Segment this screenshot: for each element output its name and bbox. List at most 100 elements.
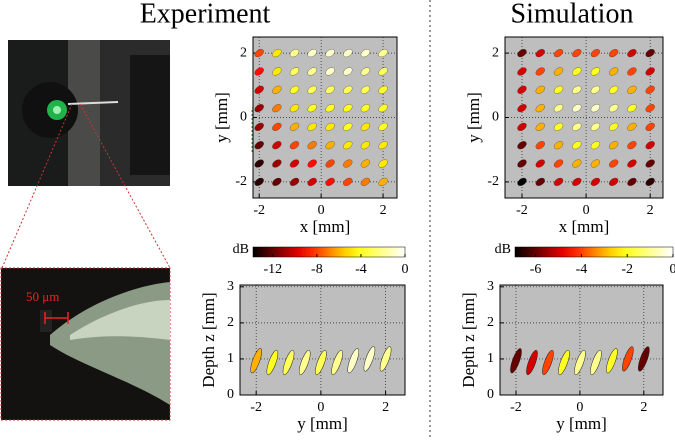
point — [517, 85, 527, 94]
point — [535, 141, 545, 150]
plot: -2 0 2 0 1 2 3 y [mm] Depth z [mm] -6 -4 -2 0 dB — [459, 242, 675, 433]
point — [590, 49, 601, 58]
scale-label: 50 μm — [26, 289, 59, 304]
point — [254, 141, 264, 150]
colorbar-tick-label: -4 — [576, 262, 588, 277]
plot: -2 0 2 0 1 2 3 y [mm] Depth z [mm] -12 -8 -4 0 dB — [199, 242, 409, 433]
plot-frame — [239, 284, 406, 396]
point — [325, 122, 335, 131]
point — [307, 159, 317, 168]
point — [590, 104, 601, 113]
point — [272, 141, 282, 150]
point — [307, 67, 317, 76]
point — [553, 49, 564, 58]
x-axis-label: y [mm] — [297, 414, 348, 433]
x-axis-label: x [mm] — [559, 217, 610, 236]
point — [590, 141, 601, 150]
point — [553, 122, 564, 131]
point — [627, 177, 637, 186]
photo-tip — [0, 267, 171, 421]
point — [553, 177, 564, 186]
point — [343, 159, 353, 168]
plots: -2 0 2 -2 0 2 x [mm] y [mm] -2 0 2 0 1 2 3 y [mm] Depth … — [199, 36, 675, 433]
x-tick-label: 0 — [318, 203, 325, 218]
x-tick-label: 2 — [647, 203, 654, 218]
point — [553, 104, 564, 113]
colorbar — [252, 246, 406, 258]
colorbar-tick-label: -12 — [263, 262, 282, 277]
point — [266, 350, 279, 376]
scale-bar — [44, 312, 69, 324]
point — [572, 104, 582, 113]
point — [343, 122, 353, 131]
plot-frame — [252, 36, 398, 199]
point — [627, 49, 637, 58]
point — [572, 67, 582, 76]
colorbar-tick-label: -2 — [621, 262, 633, 277]
point — [360, 85, 371, 94]
colorbar-tick-label: -6 — [530, 262, 542, 277]
point — [272, 159, 282, 168]
x-tick-label: 2 — [640, 400, 647, 415]
point — [307, 177, 317, 186]
y-tick-label: 0 — [492, 110, 499, 125]
point — [645, 49, 655, 58]
point — [572, 177, 582, 186]
point — [572, 85, 582, 94]
point — [378, 67, 388, 76]
point — [254, 159, 264, 168]
x-tick-label: 2 — [382, 400, 389, 415]
point — [590, 350, 602, 376]
x-tick-label: 0 — [583, 203, 590, 218]
point — [343, 49, 353, 58]
point — [590, 177, 601, 186]
point — [572, 49, 582, 58]
point — [590, 67, 601, 76]
point — [325, 177, 335, 186]
point — [325, 141, 335, 150]
point — [638, 346, 650, 372]
point — [378, 122, 388, 131]
point — [360, 177, 371, 186]
y-tick-label: 2 — [240, 45, 247, 60]
point — [378, 141, 388, 150]
point — [609, 122, 619, 131]
y-tick-label: 3 — [227, 279, 234, 294]
point — [645, 67, 655, 76]
point — [307, 49, 317, 58]
point — [517, 141, 527, 150]
y-tick-label: 0 — [240, 110, 247, 125]
point — [254, 49, 264, 58]
point — [254, 104, 264, 113]
point — [272, 67, 282, 76]
panel-heading: Experiment — [140, 0, 271, 29]
point — [254, 122, 264, 131]
point — [553, 85, 564, 94]
zoom-line — [79, 103, 171, 269]
point — [289, 177, 300, 186]
point — [360, 141, 371, 150]
point — [360, 67, 371, 76]
point — [343, 104, 353, 113]
y-axis-label: Depth z [mm] — [459, 292, 478, 387]
x-axis-label: x [mm] — [300, 217, 351, 236]
point — [378, 159, 388, 168]
point — [553, 159, 564, 168]
point — [627, 122, 637, 131]
point — [553, 141, 564, 150]
point — [609, 141, 619, 150]
point — [558, 350, 570, 376]
point — [517, 122, 527, 131]
point — [325, 159, 335, 168]
point — [343, 67, 353, 76]
y-tick-label: 1 — [487, 351, 494, 366]
point — [627, 159, 637, 168]
point — [590, 159, 601, 168]
point — [343, 141, 353, 150]
point — [645, 122, 655, 131]
y-axis-label: y [mm] — [212, 92, 231, 143]
x-tick-label: -2 — [250, 400, 262, 415]
point — [609, 85, 619, 94]
point — [307, 141, 317, 150]
point — [254, 67, 264, 76]
